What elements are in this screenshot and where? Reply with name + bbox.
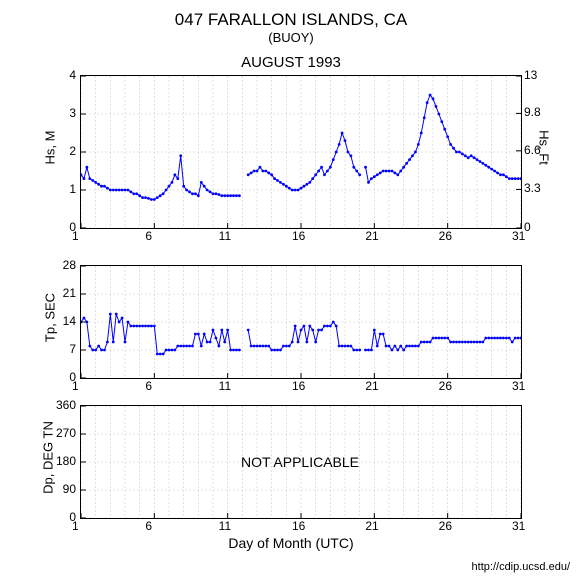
ytick-label-right: 13 xyxy=(524,68,537,82)
xtick-label: 11 xyxy=(219,519,231,533)
xtick-label: 1 xyxy=(72,379,79,393)
xtick-label: 6 xyxy=(145,519,152,533)
xtick-label: 11 xyxy=(219,229,231,243)
dp-chart: NOT APPLICABLE xyxy=(80,405,522,519)
xtick-label: 26 xyxy=(439,379,452,393)
xtick-label: 16 xyxy=(292,229,305,243)
xtick-label: 6 xyxy=(145,229,152,243)
xtick-label: 31 xyxy=(512,519,525,533)
not-applicable-label: NOT APPLICABLE xyxy=(241,454,359,470)
xtick-label: 31 xyxy=(512,379,525,393)
station-type: (BUOY) xyxy=(0,30,582,45)
ytick-label: 7 xyxy=(69,342,76,356)
xtick-label: 21 xyxy=(365,229,378,243)
tp-chart xyxy=(80,265,522,379)
xtick-label: 31 xyxy=(512,229,525,243)
xtick-label: 26 xyxy=(439,229,452,243)
ytick-label: 14 xyxy=(63,314,76,328)
ytick-label: 3 xyxy=(69,106,76,120)
ytick-label-right: 9.8 xyxy=(524,105,541,119)
ytick-label: 360 xyxy=(56,398,76,412)
ytick-label: 180 xyxy=(56,454,76,468)
xtick-label: 16 xyxy=(292,379,305,393)
xtick-label: 16 xyxy=(292,519,305,533)
ytick-label: 2 xyxy=(69,144,76,158)
source-url: http://cdip.ucsd.edu/ xyxy=(472,561,570,573)
xtick-label: 1 xyxy=(72,229,79,243)
ytick-label: 4 xyxy=(69,68,76,82)
hs-chart xyxy=(80,75,522,229)
ytick-label: 28 xyxy=(63,258,76,272)
xtick-label: 1 xyxy=(72,519,79,533)
xtick-label: 11 xyxy=(219,379,231,393)
x-axis-label: Day of Month (UTC) xyxy=(0,535,582,551)
xtick-label: 21 xyxy=(365,379,378,393)
chart1-ylabel-left: Hs, M xyxy=(43,108,58,188)
chart3-ylabel: Dp, DEG TN xyxy=(41,408,56,508)
xtick-label: 6 xyxy=(145,379,152,393)
chart2-ylabel: Tp, SEC xyxy=(43,278,58,358)
ytick-label-right: 3.3 xyxy=(524,181,541,195)
ytick-label-right: 6.6 xyxy=(524,143,541,157)
ytick-label: 1 xyxy=(69,182,76,196)
station-title: 047 FARALLON ISLANDS, CA xyxy=(0,10,582,30)
xtick-label: 21 xyxy=(365,519,378,533)
xtick-label: 26 xyxy=(439,519,452,533)
ytick-label: 90 xyxy=(63,482,76,496)
ytick-label: 21 xyxy=(63,286,76,300)
chart-month: AUGUST 1993 xyxy=(0,54,582,71)
ytick-label: 270 xyxy=(56,426,76,440)
